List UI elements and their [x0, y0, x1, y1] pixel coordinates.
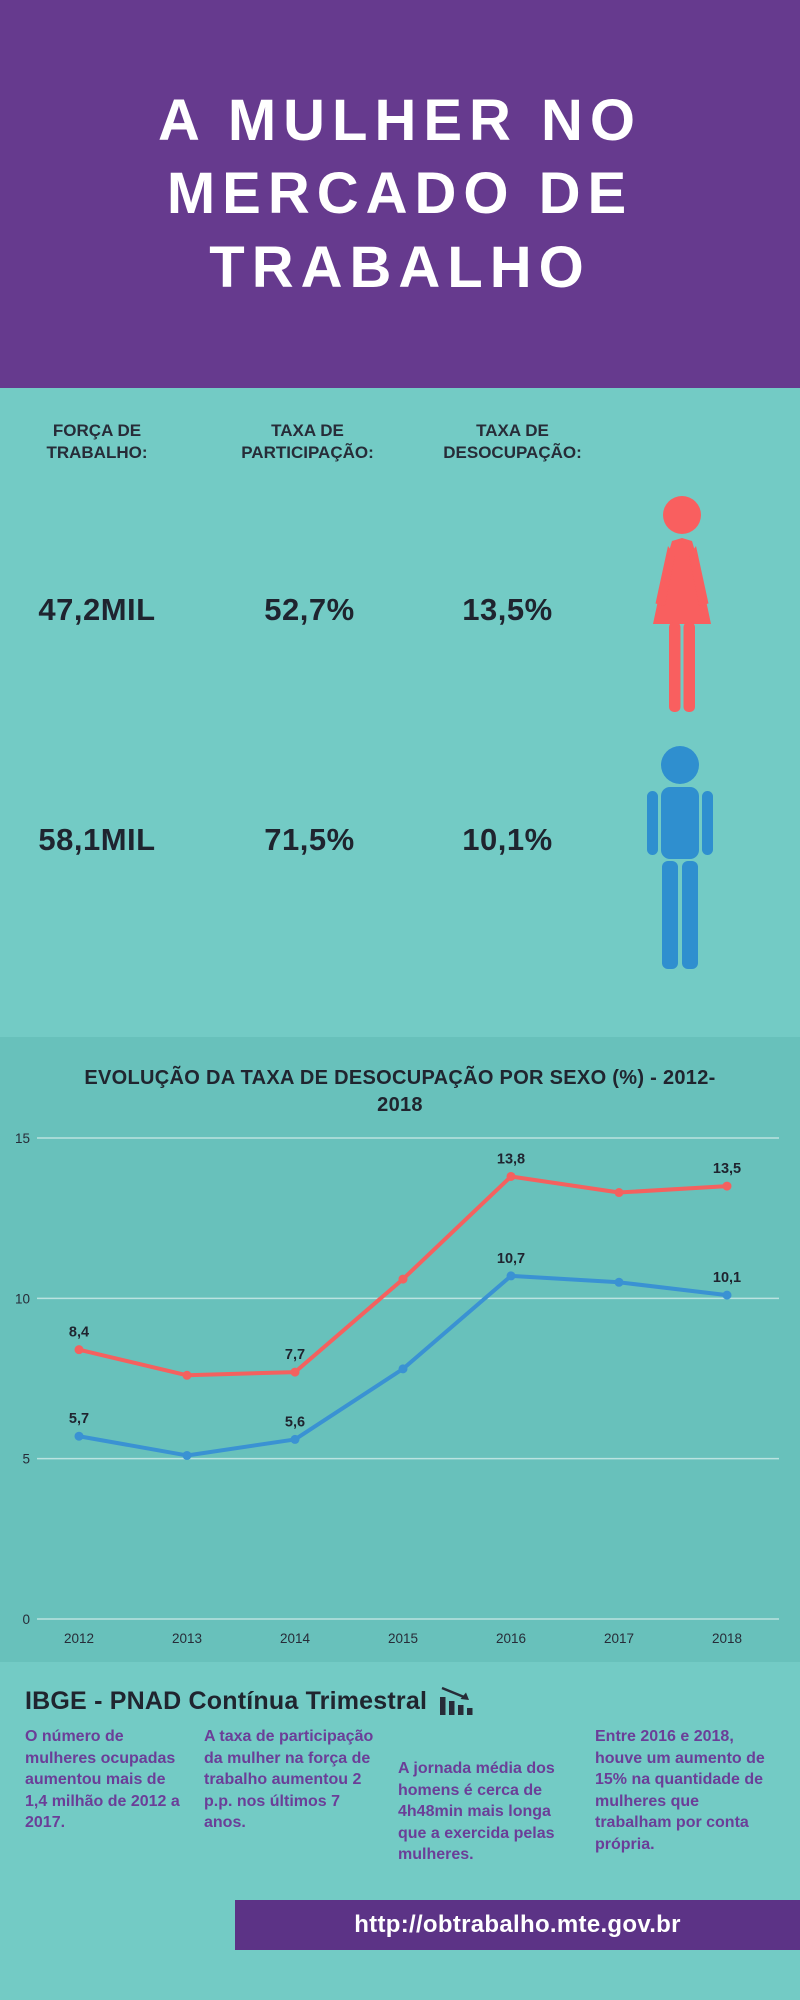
page-title-line-1: A MULHER NO: [157, 88, 643, 154]
page-title: A MULHER NO MERCADO DE TRABALHO: [158, 84, 642, 303]
page-title-line-2: MERCADO DE: [166, 161, 634, 227]
chart-section: EVOLUÇÃO DA TAXA DE DESOCUPAÇÃO POR SEXO…: [0, 1037, 800, 1662]
facts-grid: O número de mulheres ocupadas aumentou m…: [25, 1726, 777, 1866]
stat-mulheres-participacao: 52,7%: [264, 592, 355, 627]
x-tick-label: 2017: [604, 1631, 634, 1646]
point-label: 10,7: [497, 1251, 525, 1267]
stats-section: FORÇA DE TRABALHO: TAXA DE PARTICIPAÇÃO:…: [0, 388, 800, 1037]
chart-point-homens: [506, 1271, 516, 1281]
chart-point-homens: [74, 1431, 84, 1441]
x-tick-label: 2016: [496, 1631, 526, 1646]
stat-mulheres-forca: 47,2MIL: [38, 592, 156, 627]
x-tick-label: 2018: [712, 1631, 742, 1646]
point-label: 8,4: [69, 1325, 89, 1341]
point-label: 13,8: [497, 1151, 525, 1167]
point-label: 5,6: [285, 1414, 305, 1430]
y-tick-label: 15: [15, 1131, 30, 1146]
chart-point-mulheres: [290, 1367, 300, 1377]
chart-point-mulheres: [722, 1181, 732, 1191]
stat-homens-desocupacao: 10,1%: [462, 822, 553, 857]
header-section: A MULHER NO MERCADO DE TRABALHO: [0, 0, 800, 388]
x-tick-label: 2013: [172, 1631, 202, 1646]
point-label: 10,1: [713, 1270, 741, 1286]
chart-point-homens: [290, 1434, 300, 1444]
fact-item-2: A taxa de participação da mulher na forç…: [204, 1728, 374, 1832]
chart-point-homens: [722, 1290, 732, 1300]
fact-item-1: O número de mulheres ocupadas aumentou m…: [25, 1728, 180, 1832]
y-tick-label: 0: [22, 1612, 30, 1627]
facts-section: IBGE - PNAD Contínua Trimestral O número…: [0, 1662, 800, 2000]
x-tick-label: 2015: [388, 1631, 418, 1646]
y-tick-label: 5: [22, 1452, 30, 1467]
point-label: 7,7: [285, 1347, 305, 1363]
fact-item-3: A jornada média dos homens é cerca de 4h…: [398, 1760, 555, 1864]
chart-point-homens: [182, 1450, 192, 1460]
fact-item-4: Entre 2016 e 2018, houve um aumento de 1…: [595, 1728, 765, 1853]
chart-point-mulheres: [614, 1188, 624, 1198]
footer-bar: http://obtrabalho.mte.gov.br: [235, 1900, 800, 1950]
source-heading: IBGE - PNAD Contínua Trimestral: [25, 1686, 428, 1715]
man-icon: [647, 746, 713, 969]
stat-mulheres-desocupacao: 13,5%: [462, 592, 553, 627]
x-tick-label: 2014: [280, 1631, 311, 1646]
chart-point-mulheres: [398, 1274, 408, 1284]
chart-point-homens: [614, 1277, 624, 1287]
stats-header-taxa-desocupacao: TAXA DE DESOCUPAÇÃO:: [443, 421, 582, 463]
chart-point-mulheres: [506, 1171, 516, 1181]
stats-header-taxa-participacao: TAXA DE PARTICIPAÇÃO:: [241, 421, 374, 463]
declining-bar-chart-icon: [440, 1686, 473, 1715]
stats-header-forca-de-trabalho: FORÇA DE TRABALHO:: [46, 421, 148, 463]
page-title-line-3: TRABALHO: [209, 234, 591, 300]
x-tick-label: 2012: [64, 1631, 94, 1646]
chart-point-homens: [398, 1364, 408, 1374]
unemployment-line-chart: 0 5 10 15 2012 2013 2014 2015 2016 2017 2018 8,4 7,7…: [15, 1131, 779, 1646]
source-row: IBGE - PNAD Contínua Trimestral: [25, 1686, 475, 1716]
chart-title: EVOLUÇÃO DA TAXA DE DESOCUPAÇÃO POR SEXO…: [84, 1067, 716, 1116]
chart-point-mulheres: [74, 1345, 84, 1355]
y-tick-label: 10: [15, 1291, 30, 1306]
stat-homens-participacao: 71,5%: [264, 822, 355, 857]
point-label: 13,5: [713, 1161, 741, 1177]
woman-icon: [653, 496, 711, 712]
stat-homens-forca: 58,1MIL: [38, 822, 156, 857]
chart-point-mulheres: [182, 1370, 192, 1380]
point-label: 5,7: [69, 1411, 89, 1427]
footer-url[interactable]: http://obtrabalho.mte.gov.br: [354, 1911, 681, 1938]
